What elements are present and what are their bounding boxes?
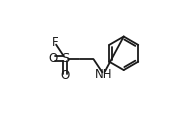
- Text: O: O: [48, 52, 57, 65]
- Text: F: F: [52, 36, 58, 49]
- Text: S: S: [61, 52, 70, 65]
- Text: O: O: [61, 69, 70, 82]
- Text: NH: NH: [95, 68, 112, 81]
